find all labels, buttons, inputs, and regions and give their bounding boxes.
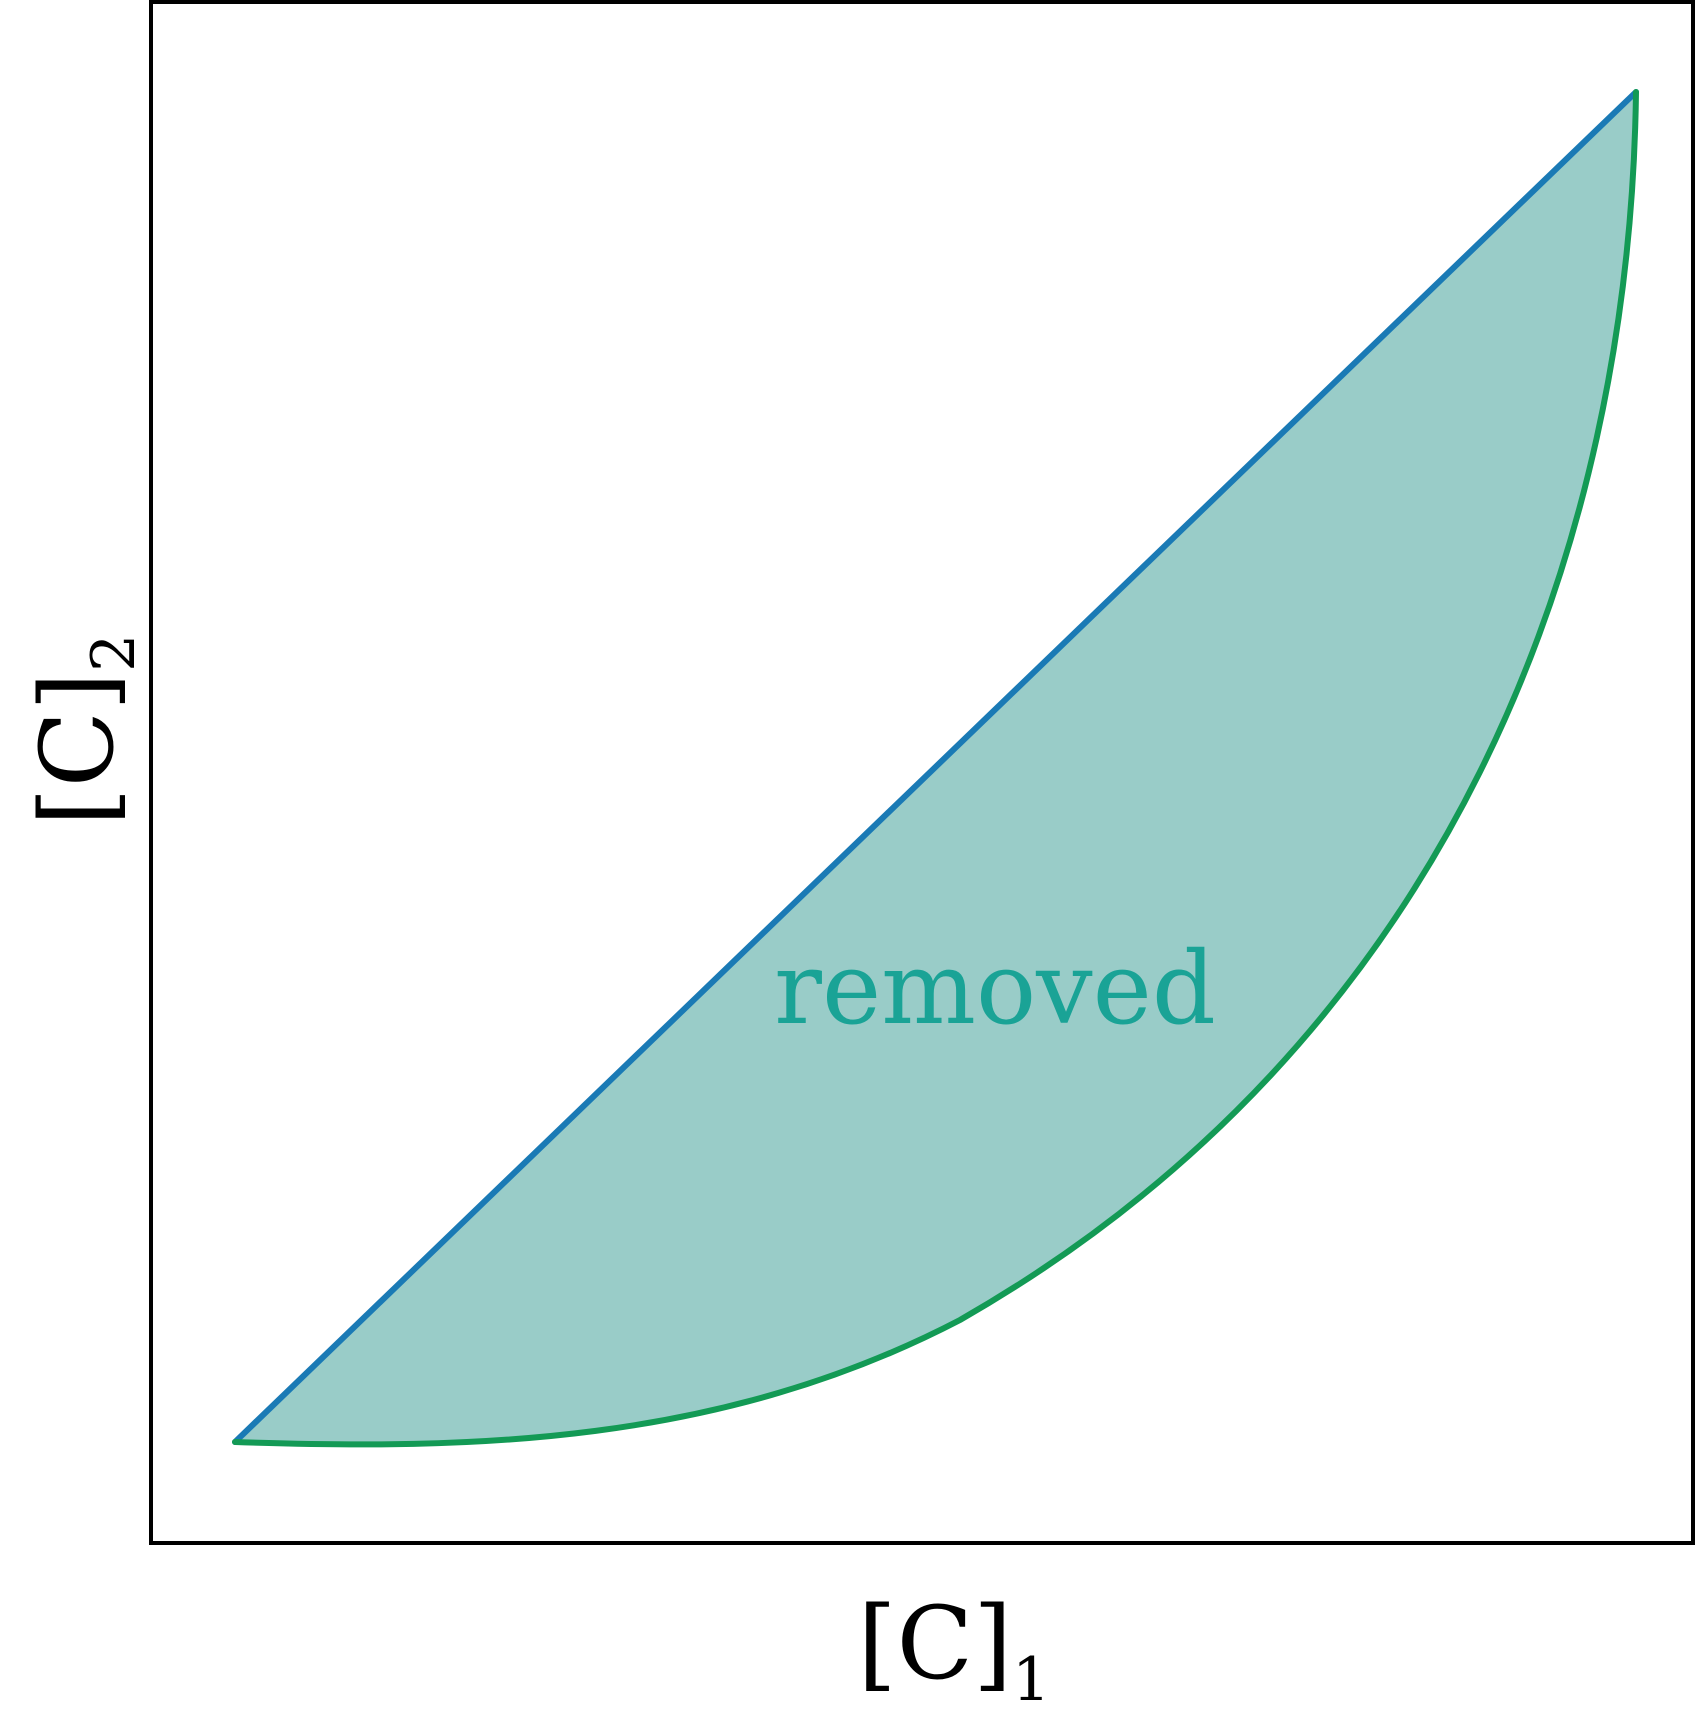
x-axis-label: [C]1 bbox=[858, 1585, 1051, 1715]
plot-frame bbox=[149, 0, 1695, 1545]
straight-boundary-line bbox=[232, 89, 1639, 1445]
region-label: removed bbox=[774, 930, 1216, 1047]
y-axis-label: [C]2 bbox=[19, 634, 149, 827]
x-axis-label-base: [C] bbox=[858, 1585, 1013, 1702]
y-axis-label-base: [C] bbox=[19, 672, 136, 827]
y-axis-label-subscript: 2 bbox=[79, 634, 149, 672]
curved-boundary-line bbox=[232, 89, 1639, 1448]
x-axis-label-subscript: 1 bbox=[1012, 1645, 1050, 1715]
